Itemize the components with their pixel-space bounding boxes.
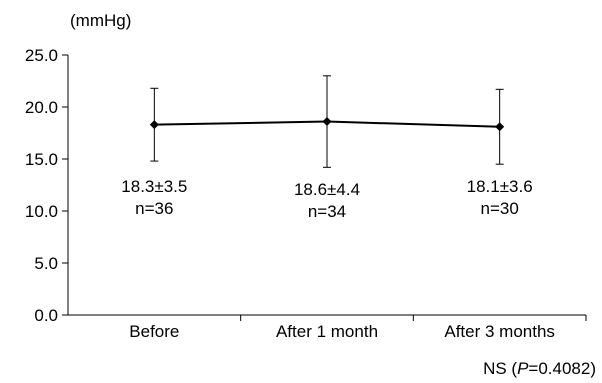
y-tick-label: 15.0 [25,150,58,169]
y-axis-unit-label: (mmHg) [70,11,131,30]
data-point [149,120,159,130]
y-tick-label: 25.0 [25,46,58,65]
data-label-mean-sd: 18.1±3.6 [467,177,533,196]
data-point [322,117,332,127]
y-tick-label: 10.0 [25,202,58,221]
data-label-n: n=36 [135,199,173,218]
data-points [149,117,505,132]
data-label-n: n=30 [481,199,519,218]
x-axis-categories: Before After 1 month After 3 months [129,315,587,341]
data-label-mean-sd: 18.3±3.5 [121,177,187,196]
y-tick-label: 20.0 [25,98,58,117]
significance-note: NS (P=0.4082) [483,359,596,378]
y-tick-label: 0.0 [34,306,58,325]
x-category-label: Before [129,322,179,341]
y-tick-label: 5.0 [34,254,58,273]
data-labels: 18.3±3.5 n=36 18.6±4.4 n=34 18.1±3.6 n=30 [121,177,532,221]
x-category-label: After 3 months [444,322,555,341]
x-category-label: After 1 month [276,322,378,341]
data-label-n: n=34 [308,202,346,221]
y-axis-ticks: 0.0 5.0 10.0 15.0 20.0 25.0 [25,46,68,325]
data-label-mean-sd: 18.6±4.4 [294,180,360,199]
data-point [495,122,505,132]
